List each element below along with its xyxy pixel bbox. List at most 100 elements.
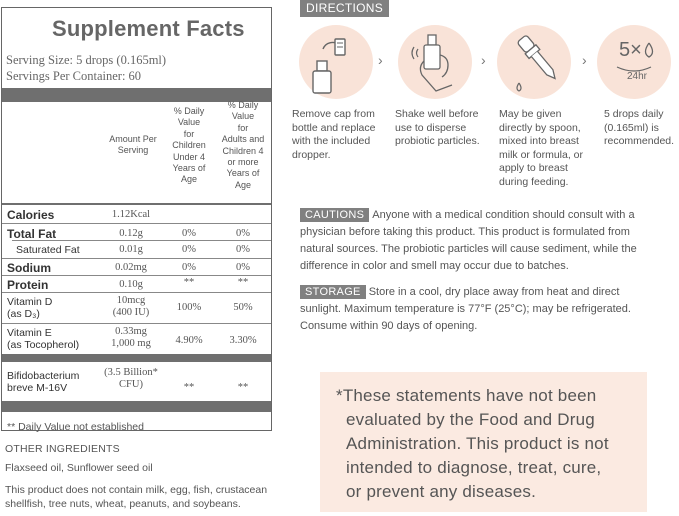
allergen-line: shellfish, tree nuts, wheat, peanuts, an… (5, 498, 241, 510)
supplement-facts-panel: Supplement Facts Serving Size: 5 drops (… (1, 7, 272, 433)
other-ingredients-title: OTHER INGREDIENTS (5, 443, 120, 455)
header-line: or more (227, 157, 259, 168)
nutrient-amount: 0.02mg (115, 262, 147, 273)
servings-per-container: Servings Per Container: 60 (6, 69, 142, 83)
nutrient-amount: 10mcg (400 IU) (93, 295, 169, 319)
cautions-line: CAUTIONS Anyone with a medical condition … (300, 207, 675, 224)
header-line: for (237, 122, 249, 133)
storage-section: STORAGE Store in a cool, dry place away f… (300, 284, 675, 335)
step-line: recommended. (604, 135, 675, 147)
header-line: Age (180, 174, 197, 185)
nutrient-name-line: (as D₃) (7, 308, 40, 320)
column-adults-header: % Daily Value for Adults and Children 4 … (216, 100, 270, 191)
row-divider (2, 275, 271, 276)
step-circle: 5× 24hr (597, 25, 671, 99)
other-ingredients-text: Flaxseed oil, Sunflower seed oil (5, 462, 153, 474)
cautions-line: natural sources. The probiotic particles… (300, 243, 637, 255)
nutrient-name-line: (as Tocopherol) (7, 339, 80, 351)
daily-value-children: 4.90% (175, 335, 203, 346)
disclaimer-line: intended to diagnose, treat, cure, (346, 458, 602, 477)
nutrient-name: Sodium (7, 261, 51, 275)
daily-value-children: 0% (182, 228, 196, 239)
step-line: 5 drops daily (604, 108, 664, 120)
step-circle (398, 25, 472, 99)
daily-value-adults: 3.30% (229, 335, 257, 346)
header-line: Under 4 (172, 151, 206, 162)
daily-value-adults: ** (237, 382, 249, 393)
step-description: Remove cap from bottle and replace with … (292, 108, 375, 162)
table-row: Vitamin D (as D₃) 10mcg (400 IU) 100% 50… (2, 293, 271, 323)
header-line: for (183, 128, 195, 139)
dropper-icon (516, 35, 556, 92)
chevron-right-icon: › (481, 52, 486, 68)
header-line: % Daily (173, 106, 205, 116)
header-divider (2, 203, 271, 205)
storage-text: Store in a cool, dry place away from hea… (368, 286, 620, 298)
daily-value-children: ** (183, 277, 195, 288)
step-line: milk or formula, or (499, 148, 584, 161)
table-row: Vitamin E (as Tocopherol) 0.33mg 1,000 m… (2, 324, 271, 354)
header-line: % Daily (227, 100, 259, 110)
daily-value-children: ** (183, 382, 195, 393)
header-line: Serving (117, 145, 149, 156)
daily-value-children: 0% (182, 244, 196, 255)
step-circle (299, 25, 373, 99)
step-line: May be given (499, 108, 562, 120)
directions-label: DIRECTIONS (300, 0, 390, 17)
nutrient-name-line: Bifidobacterium (7, 370, 80, 382)
row-divider (2, 258, 271, 259)
nutrient-name-line: breve M-16V (7, 382, 68, 394)
nutrient-name: Vitamin E (as Tocopherol) (7, 327, 79, 351)
serving-size: Serving Size: 5 drops (0.165ml) (6, 53, 167, 67)
step-line: bottle and replace (292, 121, 376, 134)
row-divider (2, 292, 271, 293)
header-line: Amount Per (109, 134, 157, 144)
step-line: mixed into breast (499, 135, 579, 147)
disclaimer-line: evaluated by the Food and Drug (346, 410, 595, 429)
amount-line: 1,000 mg (111, 338, 151, 349)
facts-title: Supplement Facts (52, 16, 245, 41)
drops-daily-icon (616, 42, 654, 72)
row-divider (12, 240, 271, 241)
cautions-label: CAUTIONS (300, 208, 370, 222)
daily-value-adults: 50% (233, 302, 253, 313)
step-line: directly by spoon, (499, 121, 581, 134)
header-line: Adults and (221, 134, 265, 145)
header-line: Children (172, 140, 206, 151)
nutrient-name: Calories (7, 208, 55, 222)
header-line: Age (234, 179, 251, 190)
table-row: Bifidobacterium breve M-16V (3.5 Billion… (2, 363, 271, 401)
bottle-cap-icon (312, 38, 346, 94)
table-row: Calories 1.12Kcal (2, 205, 271, 222)
step-line: (0.165ml) is (604, 121, 659, 134)
amount-line: CFU) (119, 379, 143, 390)
step-description: 5 drops daily (0.165ml) is recommended. (604, 108, 674, 149)
row-divider (2, 223, 271, 224)
daily-value-adults: 0% (236, 228, 250, 239)
amount-line: 10mcg (116, 295, 146, 306)
chevron-right-icon: › (378, 52, 383, 68)
medium-divider (2, 354, 271, 362)
amount-line: (400 IU) (112, 307, 150, 318)
daily-value-adults: 0% (236, 262, 250, 273)
fda-disclaimer-text: *These statements have not been evaluate… (336, 384, 636, 504)
drops-count-text: 5× (619, 39, 642, 61)
daily-value-footnote: ** Daily Value not established (7, 421, 144, 433)
daily-value-children: 0% (182, 262, 196, 273)
daily-value-adults: 0% (236, 244, 250, 255)
step-description: Shake well before use to disperse probio… (395, 108, 480, 149)
nutrient-name: Total Fat (7, 227, 57, 241)
daily-value-adults: ** (237, 277, 249, 288)
step-line: during feeding. (499, 175, 569, 188)
cautions-line: difference in color and smell may occur … (300, 260, 569, 272)
chevron-right-icon: › (582, 52, 587, 68)
header-line: Value (231, 111, 255, 122)
allergen-line: This product does not contain milk, egg,… (5, 484, 268, 496)
nutrient-amount: 1.12Kcal (111, 209, 151, 220)
column-children-header: % Daily Value for Children Under 4 Years… (164, 106, 214, 186)
nutrient-amount: 0.10g (119, 279, 143, 290)
nutrient-amount: 0.33mg 1,000 mg (93, 326, 169, 350)
storage-line: STORAGE Store in a cool, dry place away f… (300, 284, 675, 301)
disclaimer-line: Administration. This product is not (346, 434, 609, 453)
nutrient-name: Vitamin D (as D₃) (7, 296, 52, 320)
